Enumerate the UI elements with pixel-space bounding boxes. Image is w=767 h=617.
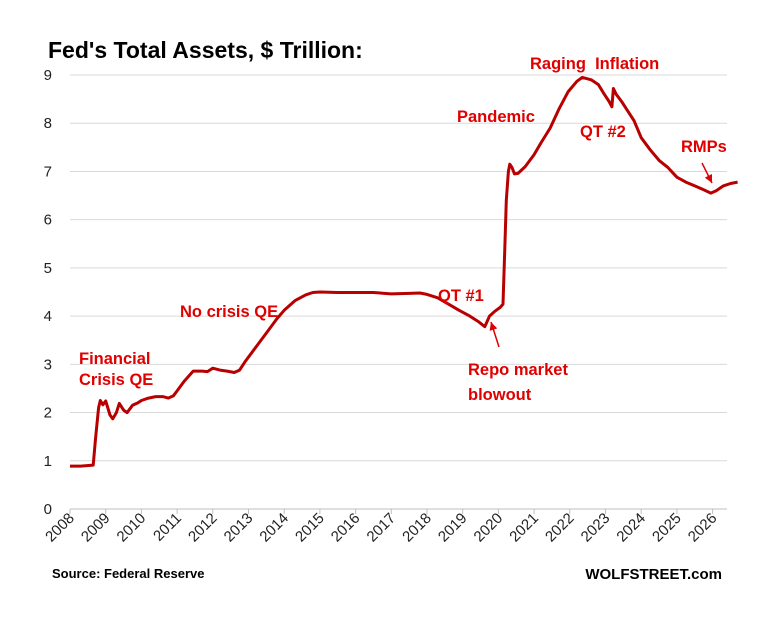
source-note: Source: Federal Reserve [52, 566, 204, 581]
x-tick-label: 2011 [150, 510, 185, 545]
y-tick-label: 4 [44, 308, 52, 325]
annotation-line: No crisis QE [180, 303, 278, 321]
x-tick-label: 2021 [506, 510, 542, 546]
y-tick-label: 6 [44, 212, 52, 229]
y-tick-label: 2 [44, 405, 52, 422]
y-axis: 0 1 2 3 4 5 6 7 8 9 [44, 67, 52, 518]
y-tick-label: 5 [44, 260, 52, 277]
series-line [70, 75, 738, 468]
x-tick-label: 2019 [435, 510, 471, 546]
x-tick-label: 2023 [578, 510, 614, 546]
annotation-line: QT #1 [438, 287, 484, 305]
x-tick-label: 2026 [685, 510, 721, 546]
x-axis: 2008 2009 2010 2011 2012 2013 2014 2015 2016 2017… [42, 509, 720, 545]
grid-lines [70, 74, 727, 510]
rmps-arrow [701, 162, 713, 184]
annotation-line: Raging Inflation [530, 55, 659, 73]
repo-arrow [489, 321, 500, 348]
annotation-label: Repo market blowout [468, 361, 568, 404]
annotation-label: Raging Inflation [530, 55, 659, 73]
chart-title: Fed's Total Assets, $ Trillion: [48, 37, 363, 63]
x-tick-label: 2020 [471, 510, 507, 546]
y-tick-label: 9 [44, 67, 52, 84]
annotation-label: No crisis QE [180, 303, 278, 321]
x-tick-label: 2016 [328, 510, 364, 546]
y-tick-label: 3 [44, 356, 52, 373]
y-tick-label: 1 [44, 453, 52, 470]
annotation-label: Financial Crisis QE [79, 350, 153, 389]
annotation-label: Pandemic [457, 108, 535, 126]
annotation-line: Repo market [468, 361, 568, 379]
x-tick-label: 2017 [364, 510, 400, 546]
x-tick-label: 2024 [613, 510, 649, 546]
annotation-line: Pandemic [457, 108, 535, 126]
x-tick-label: 2022 [542, 510, 578, 546]
annotation-label: RMPs [681, 138, 727, 156]
annotation-line: Crisis QE [79, 371, 153, 389]
y-tick-label: 7 [44, 163, 52, 180]
annotation-line: RMPs [681, 138, 727, 156]
annotation-label: QT #2 [580, 123, 626, 141]
annotation-line: blowout [468, 386, 532, 404]
brand-label: WOLFSTREET.com [585, 566, 722, 583]
x-tick-label: 2009 [78, 510, 114, 546]
x-tick-label: 2015 [292, 510, 328, 546]
x-tick-label: 2012 [185, 510, 221, 546]
x-tick-label: 2025 [649, 510, 685, 546]
y-tick-label: 0 [44, 501, 52, 518]
annotation-line: Financial [79, 350, 151, 368]
x-tick-label: 2014 [256, 510, 292, 546]
series-layer [70, 75, 738, 468]
x-tick-label: 2010 [114, 510, 150, 546]
x-tick-label: 2018 [399, 510, 435, 546]
annotation-line: QT #2 [580, 123, 626, 141]
x-tick-label: 2013 [221, 510, 257, 546]
y-tick-label: 8 [44, 115, 52, 132]
annotation-label: QT #1 [438, 287, 484, 305]
annotations: Financial Crisis QE No crisis QE QT #1 Repo … [79, 55, 727, 404]
